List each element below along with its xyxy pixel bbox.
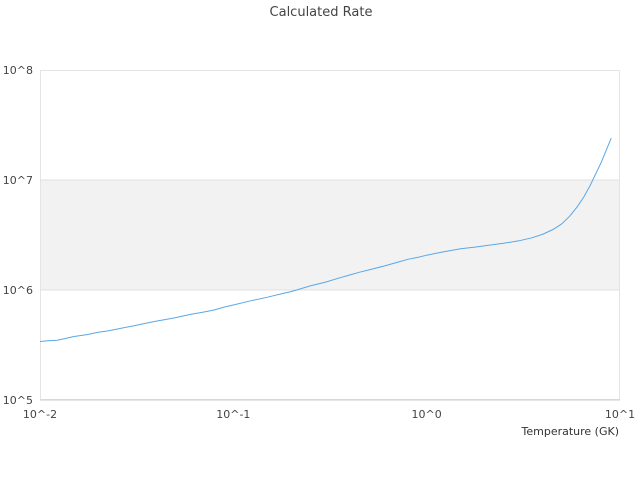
y-tick-label: 10^6 bbox=[3, 284, 33, 297]
data-point bbox=[174, 316, 177, 319]
y-tick-label: 10^7 bbox=[3, 174, 33, 187]
data-point bbox=[425, 254, 428, 257]
data-point bbox=[348, 273, 351, 276]
data-point bbox=[165, 318, 168, 321]
data-point bbox=[459, 247, 462, 250]
data-point bbox=[530, 236, 533, 239]
data-point bbox=[358, 271, 361, 274]
data-point bbox=[560, 222, 563, 225]
data-point bbox=[324, 281, 327, 284]
x-tick-label: 10^-2 bbox=[23, 408, 57, 421]
y-tick-label: 10^8 bbox=[3, 64, 33, 77]
data-point bbox=[73, 335, 76, 338]
shaded-band bbox=[40, 180, 620, 290]
x-axis-label: Temperature (GK) bbox=[521, 425, 620, 438]
data-point bbox=[367, 268, 370, 271]
data-point bbox=[266, 296, 269, 299]
chart-title: Calculated Rate bbox=[270, 5, 373, 20]
data-point bbox=[382, 265, 385, 268]
series-line bbox=[39, 138, 612, 342]
y-tick-label: 10^5 bbox=[3, 394, 33, 407]
data-point bbox=[202, 311, 205, 314]
data-point bbox=[189, 313, 192, 316]
data-point bbox=[232, 304, 235, 307]
data-point bbox=[576, 205, 579, 208]
data-point bbox=[39, 340, 42, 343]
data-point bbox=[475, 245, 478, 248]
data-point bbox=[115, 328, 118, 331]
data-point bbox=[85, 333, 88, 336]
data-point bbox=[582, 196, 585, 199]
data-point bbox=[440, 251, 443, 254]
data-point bbox=[416, 256, 419, 259]
data-point bbox=[600, 161, 603, 164]
data-point bbox=[155, 320, 158, 323]
data-point bbox=[223, 306, 226, 309]
x-tick-label: 10^1 bbox=[605, 408, 635, 421]
data-point bbox=[610, 137, 613, 140]
data-point bbox=[131, 325, 134, 328]
data-point bbox=[551, 228, 554, 231]
data-point bbox=[281, 292, 284, 295]
data-point bbox=[290, 290, 293, 293]
data-point bbox=[406, 258, 409, 261]
data-point bbox=[542, 233, 545, 236]
data-point bbox=[502, 242, 505, 245]
data-point bbox=[47, 339, 50, 342]
data-point bbox=[97, 331, 100, 334]
data-point bbox=[337, 277, 340, 280]
data-point bbox=[144, 322, 147, 325]
data-point bbox=[589, 184, 592, 187]
data-point bbox=[56, 339, 59, 342]
data-point bbox=[213, 308, 216, 311]
data-point bbox=[568, 215, 571, 218]
x-tick-label: 10^0 bbox=[412, 408, 442, 421]
x-tick-label: 10^-1 bbox=[216, 408, 250, 421]
data-point bbox=[517, 239, 520, 242]
data-point bbox=[483, 244, 486, 247]
data-point bbox=[107, 329, 110, 332]
data-point bbox=[395, 261, 398, 264]
data-point bbox=[247, 300, 250, 303]
data-point bbox=[64, 337, 67, 340]
data-point bbox=[309, 284, 312, 287]
